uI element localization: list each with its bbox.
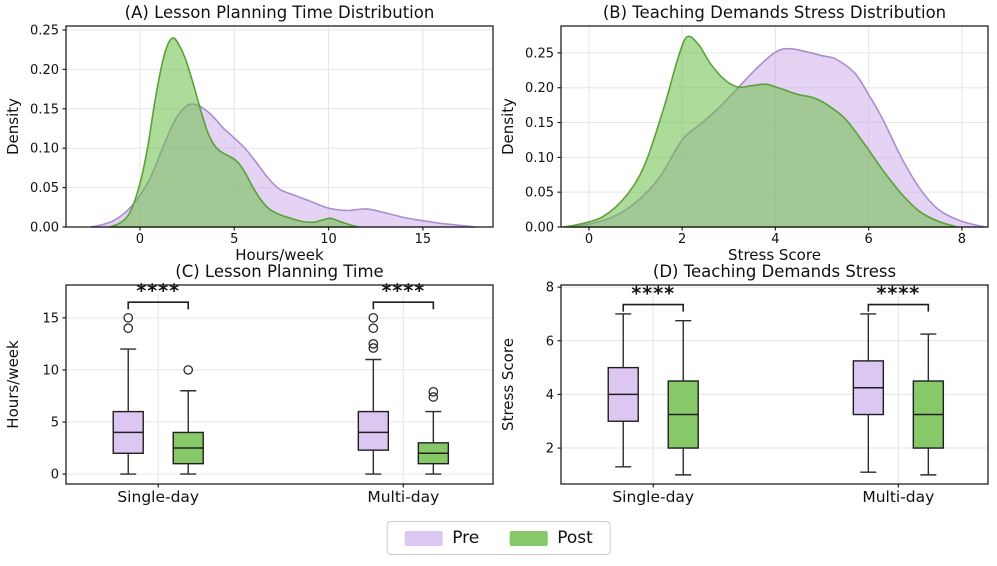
panel-A: 0.00 0.05 0.10 0.15 0.20 0.25 (A) Lesson Plann… <box>4 3 494 264</box>
boxplot-post <box>417 386 450 475</box>
x-tick-label: 0 <box>585 232 593 247</box>
y-tick-label: 0.00 <box>525 221 554 236</box>
y-tick-label: 0.25 <box>30 24 59 39</box>
kde-curve-post <box>109 37 359 228</box>
panel-C: **** **** 0 5 10 15 (C) Lesson Planning Time Ho… <box>4 262 494 506</box>
category-label: Multi-day <box>862 488 934 506</box>
category-label: Single-day <box>612 488 694 506</box>
box <box>357 410 390 451</box>
x-tick-label: 6 <box>865 232 873 247</box>
category-label: Multi-day <box>367 488 439 506</box>
outlier-point <box>368 312 379 323</box>
y-tick-label: 0.10 <box>525 151 554 166</box>
significance-stars: **** <box>136 280 180 302</box>
panel-B: 0.00 0.05 0.10 0.15 0.20 0.25 (B) Teaching Dem… <box>499 3 989 264</box>
legend-item-pre: Pre <box>404 527 480 548</box>
y-tick-label: 5 <box>51 416 59 431</box>
significance-stars: **** <box>631 283 675 305</box>
x-tick-label: 4 <box>771 232 779 247</box>
y-tick-label: 0 <box>51 468 59 483</box>
legend: Pre Post <box>386 521 611 555</box>
boxplot-pre <box>112 312 144 475</box>
y-tick-label: 8 <box>546 281 554 296</box>
panel-title: (D) Teaching Demands Stress <box>653 262 896 281</box>
y-tick-label: 0.15 <box>30 102 59 117</box>
legend-label: Post <box>557 527 593 548</box>
y-tick-label: 2 <box>546 442 554 457</box>
boxplot-pre <box>607 313 639 468</box>
x-tick-label: 8 <box>958 232 966 247</box>
outlier-point <box>428 392 439 402</box>
legend-label: Pre <box>452 527 480 548</box>
y-tick-label: 0.25 <box>525 46 554 61</box>
panel-D: **** **** 2 4 6 8 (D) Teaching Demands Stress S… <box>499 262 989 506</box>
significance-stars: **** <box>876 283 920 305</box>
significance-stars: **** <box>381 280 425 302</box>
boxplot-pre <box>357 312 390 475</box>
outlier-point <box>368 323 379 334</box>
outlier-point <box>183 365 194 375</box>
y-tick-label: 0.10 <box>30 142 59 157</box>
x-axis-label: Hours/week <box>235 246 324 264</box>
axes-spines <box>560 25 989 228</box>
significance-bracket <box>867 303 930 312</box>
y-tick-label: 6 <box>546 334 554 349</box>
y-tick-label: 0.20 <box>30 63 59 78</box>
category-label: Single-day <box>117 488 199 506</box>
axes-spines <box>65 284 494 485</box>
x-axis-label: Stress Score <box>728 246 821 264</box>
y-axis-label: Stress Score <box>499 338 517 431</box>
axes-spines <box>560 284 989 485</box>
significance-bracket <box>127 301 190 310</box>
x-tick-label: 0 <box>136 232 144 247</box>
outlier-point <box>428 386 439 397</box>
x-tick-label: 15 <box>415 232 432 247</box>
y-tick-label: 10 <box>42 363 59 378</box>
panel-title: (A) Lesson Planning Time Distribution <box>125 3 435 22</box>
significance-bracket <box>372 301 435 310</box>
legend-swatch-pre <box>404 530 443 546</box>
x-tick-label: 2 <box>678 232 686 247</box>
y-axis-label: Density <box>499 98 517 155</box>
outlier-point <box>368 339 379 349</box>
boxplot-post <box>912 333 945 476</box>
outlier-point <box>123 323 134 334</box>
panel-title: (C) Lesson Planning Time <box>175 262 383 281</box>
y-tick-label: 4 <box>546 388 554 403</box>
x-tick-label: 5 <box>230 232 238 247</box>
outlier-point <box>368 343 379 353</box>
boxplot-post <box>667 319 699 476</box>
y-tick-label: 15 <box>42 311 59 326</box>
legend-item-post: Post <box>509 527 593 548</box>
y-tick-label: 0.20 <box>525 81 554 96</box>
significance-bracket <box>622 303 685 312</box>
y-axis-label: Hours/week <box>4 340 22 429</box>
axes-spines <box>65 25 494 228</box>
y-tick-label: 0.05 <box>525 186 554 201</box>
x-tick-label: 10 <box>320 232 337 247</box>
y-tick-label: 0.15 <box>525 116 554 131</box>
kde-curve-post <box>563 35 958 228</box>
legend-swatch-post <box>509 530 548 546</box>
y-axis-label: Density <box>4 98 22 155</box>
y-tick-label: 0.05 <box>30 181 59 196</box>
y-tick-label: 0.00 <box>30 221 59 236</box>
boxplot-post <box>172 365 204 475</box>
panel-title: (B) Teaching Demands Stress Distribution <box>603 3 946 22</box>
outlier-point <box>123 312 134 323</box>
boxplot-pre <box>852 313 885 473</box>
